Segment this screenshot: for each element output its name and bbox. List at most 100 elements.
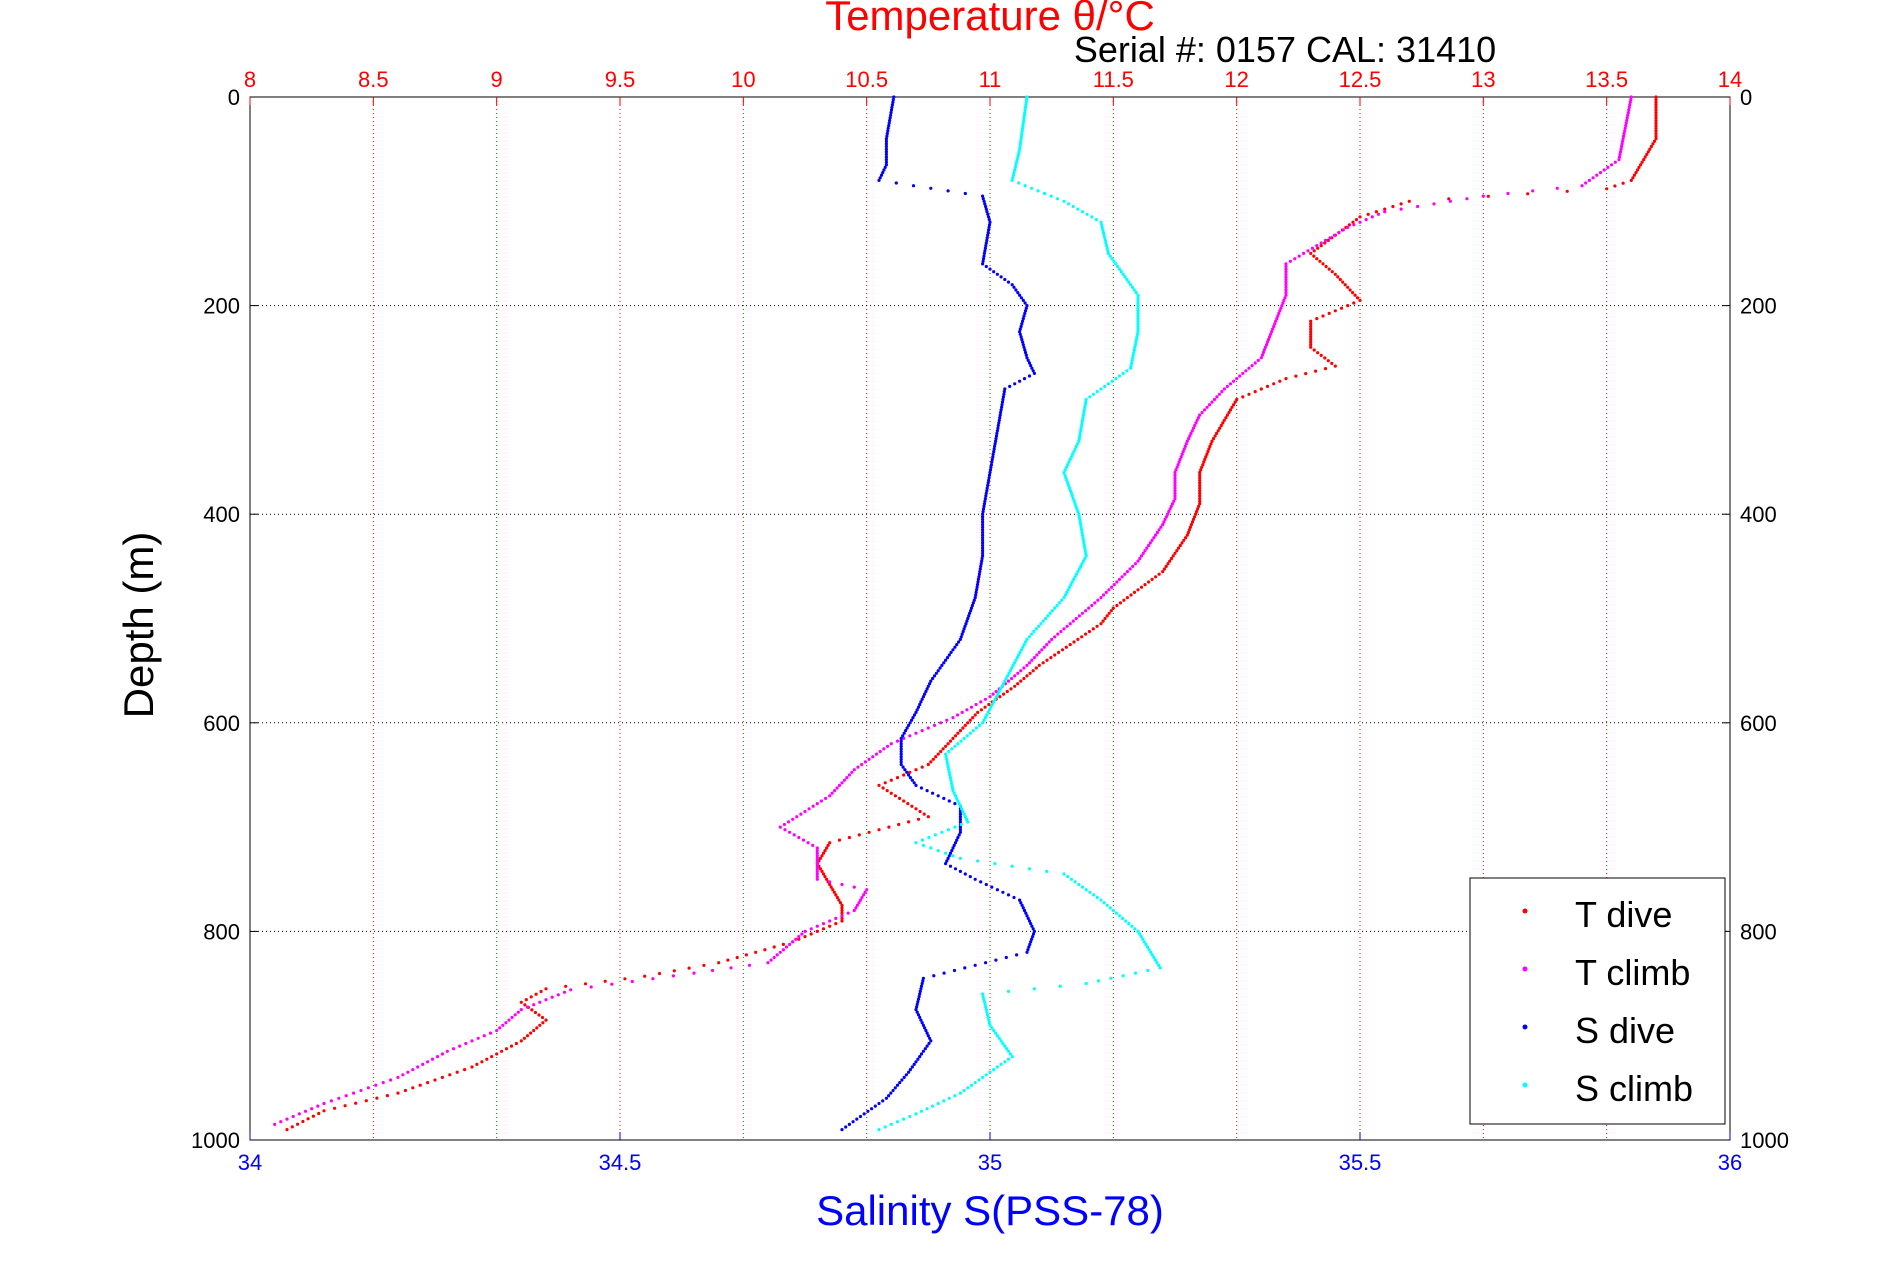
data-point-s-dive [952, 843, 956, 848]
data-point-s-dive [1025, 950, 1029, 954]
data-point-s-climb [1001, 1041, 1005, 1046]
x-axis-label: Salinity S(PSS-78) [816, 1187, 1164, 1234]
data-point-t-dive [1333, 364, 1337, 368]
data-point-t-dive [1351, 291, 1355, 295]
data-point-t-dive [1353, 293, 1357, 297]
data-point-t-climb [956, 713, 960, 717]
data-point-t-climb [1399, 207, 1403, 211]
data-point-t-dive [1333, 272, 1337, 276]
data-point-s-dive [1025, 914, 1029, 918]
data-point-t-dive [1147, 580, 1151, 584]
data-point-s-dive [984, 207, 988, 211]
data-point-s-climb [1049, 194, 1053, 198]
data-point-t-dive [1649, 144, 1653, 149]
data-point-t-dive [480, 1060, 484, 1064]
data-point-s-dive [981, 525, 985, 529]
data-point-s-dive [1001, 395, 1006, 399]
data-point-t-climb [840, 882, 844, 887]
data-point-t-dive [1654, 100, 1658, 104]
data-point-s-dive [986, 212, 990, 216]
data-point-t-dive [1053, 653, 1057, 657]
data-point-s-climb [988, 1070, 992, 1074]
data-point-t-dive [840, 919, 844, 923]
data-point-t-dive [1211, 437, 1216, 441]
data-point-s-dive [955, 643, 959, 647]
data-point-s-dive [925, 687, 929, 691]
data-point-t-climb [1035, 653, 1039, 657]
data-point-t-climb [1250, 364, 1254, 368]
data-point-s-dive [916, 997, 921, 1001]
data-point-s-dive [884, 1096, 889, 1100]
data-point-s-dive [999, 410, 1003, 415]
data-point-s-dive [899, 749, 903, 754]
data-point-t-climb [878, 749, 882, 754]
data-point-s-climb [965, 817, 969, 821]
data-point-t-climb [1284, 267, 1288, 271]
data-point-t-climb [852, 885, 856, 889]
data-point-s-dive [1023, 348, 1027, 352]
tick-label-depth-left: 600 [203, 711, 240, 736]
data-point-s-climb [1025, 637, 1029, 642]
data-point-s-climb [1069, 455, 1073, 459]
data-point-t-dive [1314, 369, 1318, 373]
data-point-s-dive [981, 551, 985, 555]
data-point-s-climb [1016, 155, 1020, 159]
data-point-t-dive [1654, 116, 1658, 120]
data-point-s-climb [1017, 150, 1021, 154]
data-point-s-dive [965, 619, 969, 623]
data-point-t-climb [1037, 650, 1041, 655]
tick-label-salinity: 34 [238, 1150, 262, 1175]
data-point-s-dive [949, 650, 953, 655]
data-point-t-dive [1143, 583, 1147, 587]
data-point-t-climb [1626, 113, 1630, 117]
data-point-s-climb [1010, 666, 1014, 670]
data-point-s-dive [929, 1039, 933, 1043]
data-point-t-climb [1145, 546, 1149, 550]
data-point-s-climb [1136, 309, 1140, 313]
data-point-s-dive [979, 562, 983, 566]
data-point-t-dive [1351, 220, 1355, 224]
data-point-s-climb [1130, 358, 1134, 362]
data-point-s-dive [1023, 311, 1027, 315]
data-point-s-climb [1110, 257, 1114, 261]
data-point-t-dive [1232, 403, 1236, 407]
data-point-s-climb [1101, 228, 1105, 232]
data-point-t-dive [983, 705, 987, 709]
data-point-s-climb [977, 1078, 981, 1082]
data-point-s-climb [946, 762, 950, 767]
data-point-t-climb [1131, 564, 1135, 569]
data-point-t-climb [1090, 603, 1094, 608]
data-point-t-climb [440, 1052, 444, 1056]
data-point-s-dive [945, 859, 949, 863]
data-point-t-dive [537, 1013, 541, 1017]
data-point-t-dive [829, 885, 833, 889]
data-point-t-dive [1068, 643, 1072, 647]
data-point-s-dive [981, 533, 985, 537]
data-point-t-climb [569, 988, 573, 992]
data-point-s-climb [1136, 330, 1140, 334]
data-point-s-dive [898, 1081, 902, 1085]
data-point-s-dive [986, 231, 990, 235]
data-point-s-climb [1078, 520, 1082, 524]
data-point-t-dive [1324, 264, 1328, 269]
data-point-t-climb [1288, 259, 1292, 263]
data-point-s-dive [963, 191, 967, 196]
data-point-s-climb [1080, 421, 1084, 425]
data-point-s-climb [1080, 533, 1085, 537]
data-point-t-dive [956, 731, 960, 735]
data-point-t-climb [1189, 431, 1193, 435]
data-point-t-climb [1006, 679, 1011, 683]
data-point-t-dive [825, 846, 829, 850]
data-point-s-climb [1099, 898, 1103, 902]
data-point-t-dive [1169, 556, 1174, 561]
data-point-s-dive [888, 118, 892, 123]
data-point-s-dive [1021, 319, 1025, 323]
data-point-t-dive [1447, 197, 1451, 201]
data-point-t-climb [815, 867, 819, 871]
data-point-t-climb [778, 825, 782, 829]
data-point-s-dive [982, 254, 986, 258]
data-point-s-dive [996, 426, 1000, 430]
data-point-t-climb [800, 932, 804, 936]
